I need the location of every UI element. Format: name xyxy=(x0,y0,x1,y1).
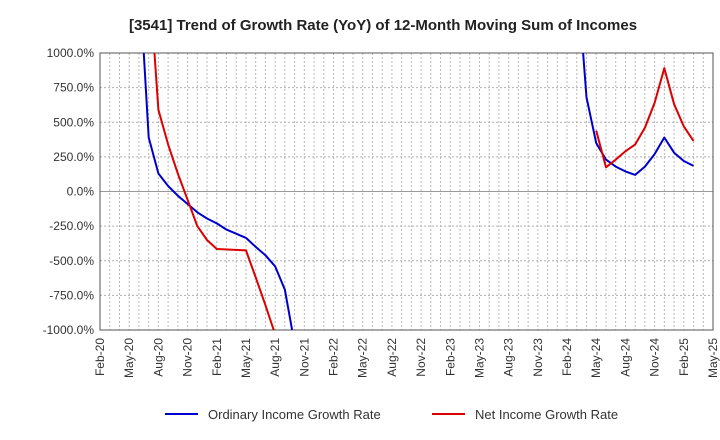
x-tick-label: Feb-25 xyxy=(677,338,691,376)
x-tick-label: May-22 xyxy=(356,338,370,378)
y-tick-label: -1000.0% xyxy=(43,323,95,337)
axes: 1000.0% 750.0% 500.0% 250.0% 0.0% -250.0% -500… xyxy=(43,46,720,378)
legend-label-1: Net Income Growth Rate xyxy=(475,407,618,422)
legend-label-0: Ordinary Income Growth Rate xyxy=(208,407,381,422)
x-tick-label: Nov-23 xyxy=(531,338,545,377)
x-tick-label: Nov-22 xyxy=(414,338,428,377)
x-tick-label: May-25 xyxy=(706,338,720,378)
y-tick-label: 750.0% xyxy=(53,81,94,95)
x-tick-label: Aug-22 xyxy=(385,338,399,377)
grid xyxy=(99,52,714,331)
y-tick-label: -250.0% xyxy=(49,219,94,233)
y-tick-label: 1000.0% xyxy=(47,46,95,60)
series-line-0 xyxy=(142,53,294,330)
x-tick-label: Feb-22 xyxy=(327,338,341,376)
series-line-0 xyxy=(582,53,694,176)
x-tick-label: May-20 xyxy=(122,338,136,378)
x-tick-label: Feb-20 xyxy=(93,338,107,376)
y-tick-label: 500.0% xyxy=(53,115,94,129)
chart-title: [3541] Trend of Growth Rate (YoY) of 12-… xyxy=(129,17,637,34)
x-tick-label: Nov-21 xyxy=(297,338,311,377)
y-tick-label: 250.0% xyxy=(53,150,94,164)
x-tick-label: Aug-20 xyxy=(151,338,165,377)
x-tick-label: Nov-20 xyxy=(181,338,195,377)
y-tick-label: 0.0% xyxy=(67,185,95,199)
plot-area-frame xyxy=(99,52,714,331)
x-tick-label: Feb-23 xyxy=(443,338,457,376)
y-tick-label: -750.0% xyxy=(49,288,94,302)
x-tick-label: Aug-21 xyxy=(268,338,282,377)
x-tick-label: Feb-21 xyxy=(210,338,224,376)
x-tick-label: May-21 xyxy=(239,338,253,378)
x-tick-label: Aug-23 xyxy=(502,338,516,377)
series-lines xyxy=(142,53,695,330)
x-tick-label: Aug-24 xyxy=(618,338,632,377)
x-tick-label: Nov-24 xyxy=(648,338,662,377)
x-tick-label: Feb-24 xyxy=(560,338,574,376)
series-line-1 xyxy=(595,67,695,169)
x-tick-label: May-24 xyxy=(589,338,603,378)
legend: Ordinary Income Growth Rate Net Income Gr… xyxy=(165,407,618,422)
y-tick-label: -500.0% xyxy=(49,254,94,268)
series-line-1 xyxy=(153,53,275,330)
x-tick-label: May-23 xyxy=(472,338,486,378)
